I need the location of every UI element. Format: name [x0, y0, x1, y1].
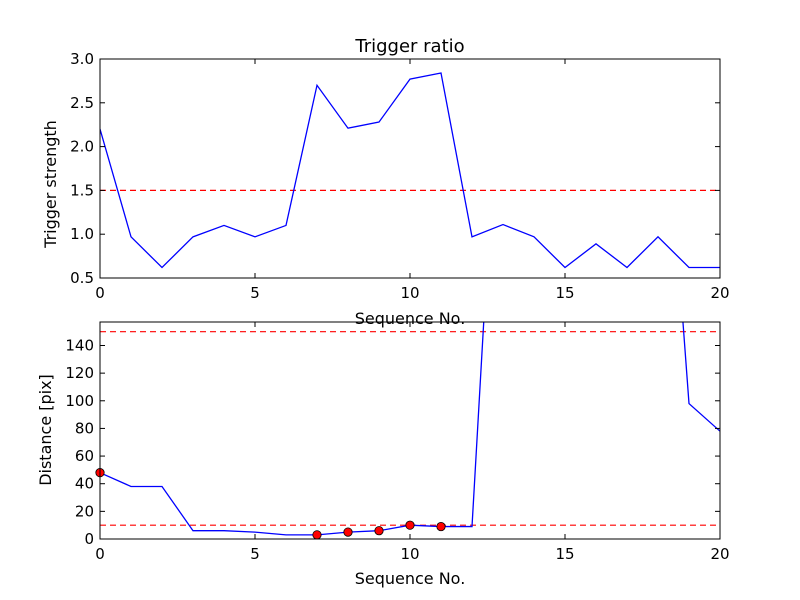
top-y-tick-label: 2.0 — [70, 138, 94, 156]
bottom-subplot: Sequence No. Distance [pix] 0 5 10 15 20 0 20 4… — [36, 321, 730, 588]
top-x-tick-label: 20 — [710, 284, 729, 302]
bottom-x-tick-label: 15 — [555, 545, 574, 563]
bottom-y-tick-label: 60 — [75, 447, 94, 465]
bottom-x-tick-label: 20 — [710, 545, 729, 563]
bottom-y-tick-label: 80 — [75, 419, 94, 437]
bottom-x-tick-label: 5 — [250, 545, 260, 563]
bottom-y-axis-label: Distance [pix] — [36, 374, 55, 486]
top-y-tick-label: 1.5 — [70, 181, 94, 199]
top-x-tick-label: 5 — [250, 284, 260, 302]
top-x-axis-label: Sequence No. — [355, 309, 466, 328]
top-x-tick-label: 0 — [95, 284, 105, 302]
bottom-data-point-marker — [312, 530, 322, 540]
bottom-y-tick-label: 0 — [84, 530, 94, 548]
top-y-axis-label: Trigger strength — [41, 120, 60, 249]
bottom-x-axis-label: Sequence No. — [355, 569, 466, 588]
top-y-tick-label: 3.0 — [70, 50, 94, 68]
bottom-y-tick-label: 120 — [65, 364, 94, 382]
top-series-line-0 — [100, 72, 720, 269]
bottom-y-tick-label: 100 — [65, 392, 94, 410]
bottom-y-tick-label: 40 — [75, 475, 94, 493]
bottom-y-tick-label: 20 — [75, 502, 94, 520]
top-y-tick-label: 0.5 — [70, 269, 94, 287]
bottom-data-point-marker — [343, 527, 353, 537]
bottom-x-tick-label: 0 — [95, 545, 105, 563]
top-x-tick-label: 15 — [555, 284, 574, 302]
top-y-tick-label: 1.0 — [70, 225, 94, 243]
top-y-tick-label: 2.5 — [70, 94, 94, 112]
bottom-data-point-marker — [436, 521, 446, 532]
top-subplot: Trigger ratio Sequence No. Trigger stren… — [41, 36, 730, 328]
bottom-data-point-marker — [405, 520, 415, 530]
bottom-y-tick-label: 140 — [65, 336, 94, 354]
top-x-tick-label: 10 — [400, 284, 419, 302]
top-plot-area — [100, 72, 720, 269]
top-chart-title: Trigger ratio — [354, 36, 464, 57]
bottom-x-tick-label: 10 — [400, 545, 419, 563]
bottom-data-point-marker — [374, 526, 384, 536]
